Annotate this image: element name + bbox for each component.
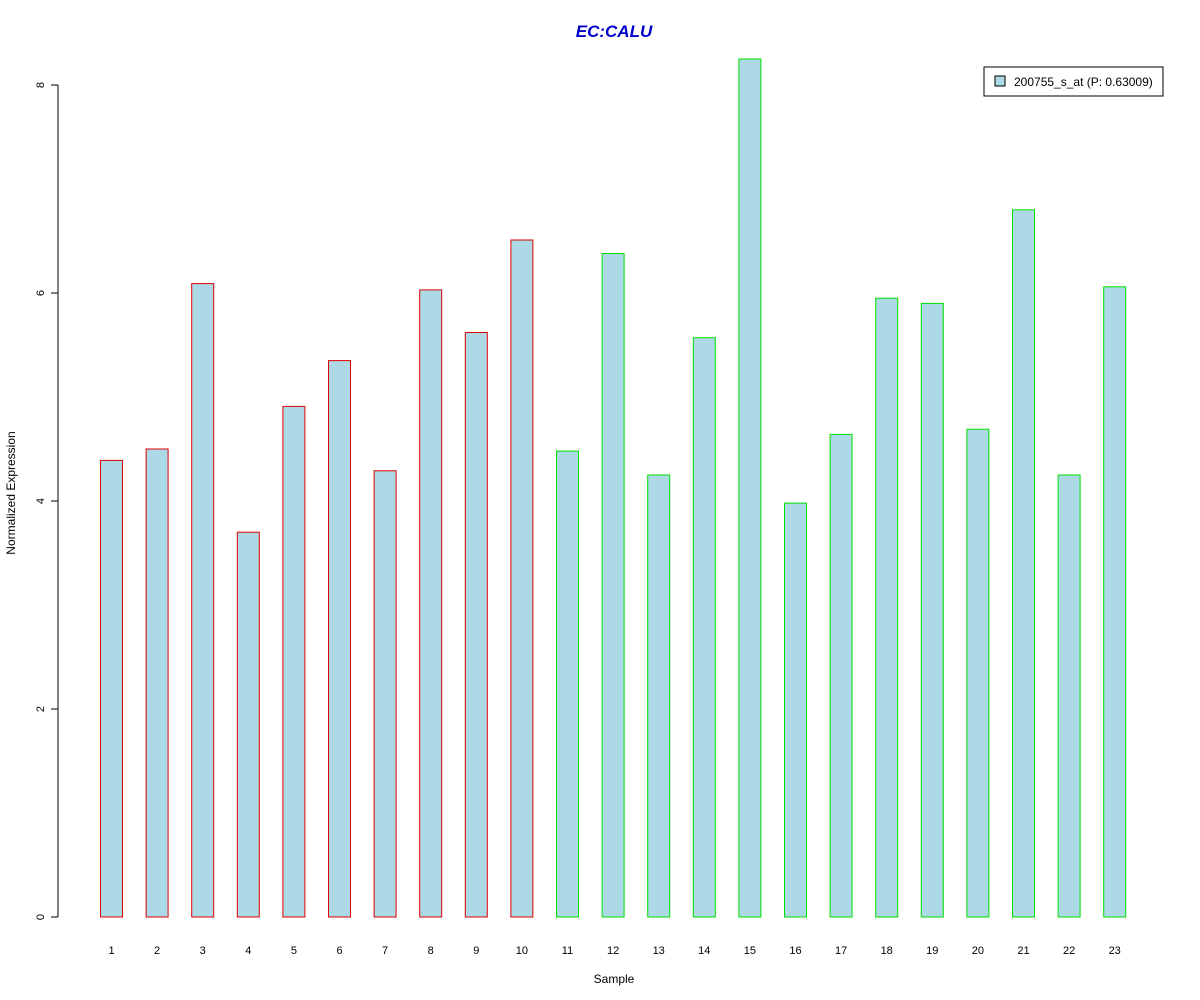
bar-sample-20 [966,428,990,918]
x-tick-label: 19 [926,945,938,957]
legend-swatch [994,75,1006,87]
x-tick-label: 15 [744,945,756,957]
bar-sample-4 [236,531,260,918]
bar-sample-18 [875,297,899,918]
x-tick-label: 22 [1063,945,1075,957]
y-axis-label: Normalized Expression [4,431,18,554]
x-tick-label: 4 [245,945,251,957]
bar-sample-6 [328,360,351,918]
y-tick-label: 4 [35,498,47,504]
bar-sample-2 [145,448,169,918]
bar-sample-23 [1103,286,1127,918]
x-axis-tick-labels: 1 2 3 4 5 6 7 8 9 10 11 12 13 14 15 16 17 18 19 20 21 22 23 [108,945,1120,957]
chart-title: EC:CALU [576,22,653,41]
legend: 200755_s_at (P: 0.63009) [983,66,1164,97]
x-axis-label: Sample [594,972,635,986]
bar-sample-7 [373,470,397,918]
x-tick-label: 6 [336,945,342,957]
y-tick-label: 8 [35,82,47,88]
x-tick-label: 1 [108,945,114,957]
x-tick-label: 23 [1109,945,1121,957]
bar-sample-22 [1057,474,1081,918]
bars-group [100,58,1127,918]
x-tick-label: 14 [698,945,710,957]
bar-sample-8 [419,289,443,918]
bar-sample-15 [738,58,762,918]
x-tick-label: 7 [382,945,388,957]
bar-sample-5 [282,405,306,918]
bar-sample-19 [920,302,944,918]
bar-sample-13 [647,474,671,918]
x-tick-label: 5 [291,945,297,957]
x-tick-label: 8 [428,945,434,957]
y-axis: 0 2 4 6 8 [35,82,59,920]
bar-sample-12 [601,253,625,918]
x-tick-label: 13 [653,945,665,957]
bar-sample-16 [784,502,807,918]
bar-sample-21 [1012,209,1035,918]
x-tick-label: 17 [835,945,847,957]
bar-sample-10 [510,239,534,918]
x-tick-label: 11 [562,945,573,957]
legend-series-label: 200755_s_at (P: 0.63009) [1014,75,1153,89]
legend-box [983,66,1164,97]
bar-sample-17 [829,433,853,918]
y-tick-label: 2 [35,706,47,712]
bar-sample-1 [100,459,123,918]
bar-sample-9 [464,332,488,918]
x-tick-label: 21 [1017,945,1029,957]
x-tick-label: 2 [154,945,160,957]
x-tick-label: 9 [473,945,479,957]
bar-sample-3 [191,283,215,918]
y-tick-label: 0 [35,914,47,920]
x-tick-label: 10 [516,945,528,957]
x-tick-label: 3 [200,945,206,957]
bar-sample-11 [556,450,579,918]
y-tick-label: 6 [35,290,47,296]
x-tick-label: 16 [789,945,801,957]
bar-sample-14 [692,337,716,918]
x-tick-label: 18 [881,945,893,957]
x-tick-label: 20 [972,945,984,957]
x-tick-label: 12 [607,945,619,957]
